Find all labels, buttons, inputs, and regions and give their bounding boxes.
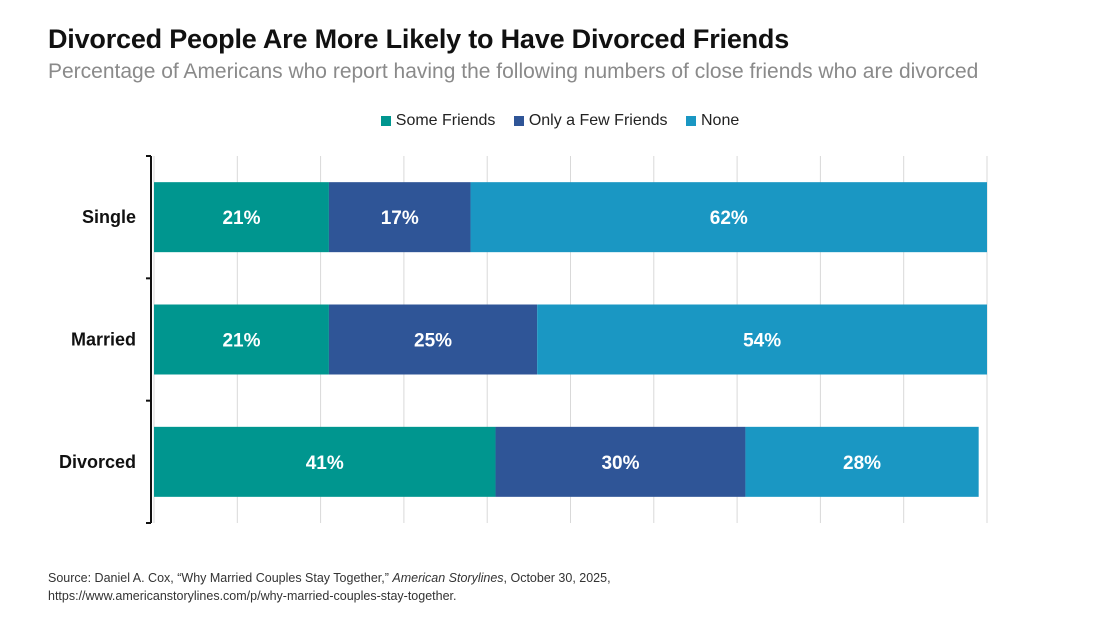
legend-item-only-a-few-friends: Only a Few Friends [513,112,668,130]
legend-label-only-a-few-friends: Only a Few Friends [528,112,668,129]
source-url: https://www.americanstorylines.com/p/why… [48,589,457,603]
legend-item-none: None [685,112,740,130]
category-label-divorced: Divorced [59,452,136,472]
category-label-married: Married [71,330,136,350]
legend-label-some-friends: Some Friends [395,112,496,129]
legend-label-none: None [700,112,740,129]
category-label-single: Single [82,207,136,227]
chart-legend: Some Friends Only a Few Friends None [0,112,1120,131]
legend-swatch-none [685,116,696,126]
bar-divorced-some-friends [154,426,496,497]
data-label-divorced-some-friends: 41% [306,453,344,474]
bar-divorced-only-a-few-friends [495,426,746,497]
chart-title: Divorced People Are More Likely to Have … [48,24,790,54]
source-publication: American Storylines [392,571,504,585]
source-prefix: Source: Daniel A. Cox, “Why Married Coup… [48,571,393,585]
bar-single-some-friends [154,182,329,253]
data-label-married-none: 54% [743,331,781,352]
legend-item-some-friends: Some Friends [380,112,496,130]
data-label-single-none: 62% [710,208,748,229]
bar-divorced-none [745,426,979,497]
chart-subtitle: Percentage of Americans who report havin… [48,60,979,83]
labels: Single 21% 17% 62% Married 21% 25% 54% Divorced 4… [59,207,881,474]
bar-married-only-a-few-friends [328,304,538,375]
source-citation: Source: Daniel A. Cox, “Why Married Coup… [48,569,611,587]
legend-swatch-some-friends [380,116,391,126]
bars [154,182,987,497]
data-label-divorced-only-a-few-friends: 30% [601,453,639,474]
y-axis [146,155,152,524]
bar-married-some-friends [154,304,329,375]
data-label-single-only-a-few-friends: 17% [381,208,419,229]
bar-married-none [537,304,987,375]
data-label-married-some-friends: 21% [222,331,260,352]
source-note: Source: Daniel A. Cox, “Why Married Coup… [48,569,611,605]
bar-single-only-a-few-friends [328,182,471,253]
data-label-single-some-friends: 21% [222,208,260,229]
data-label-married-only-a-few-friends: 25% [414,331,452,352]
source-suffix: , October 30, 2025, [503,571,611,585]
bar-single-none [470,182,987,253]
data-label-divorced-none: 28% [843,453,881,474]
legend-swatch-only-a-few-friends [513,116,524,126]
